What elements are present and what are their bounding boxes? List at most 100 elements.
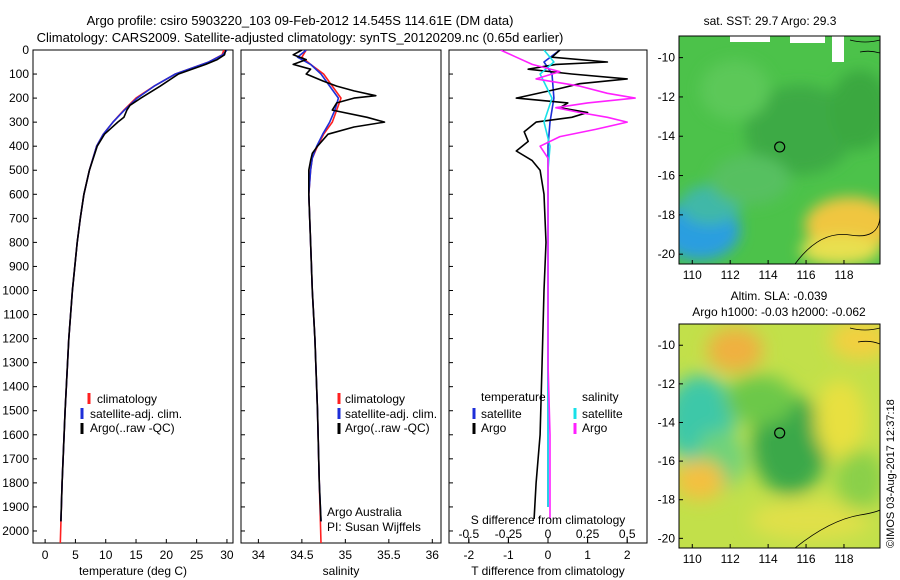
lat-tick-label: -12	[658, 90, 676, 104]
depth-tick-label: 1400	[2, 380, 29, 394]
temperature-difference-label: T difference from climatology	[471, 564, 625, 578]
lon-tick-label: 114	[759, 268, 778, 282]
depth-tick-label: 100	[9, 67, 29, 81]
argo-location-marker	[774, 427, 786, 439]
depth-tick-label: 300	[9, 115, 29, 129]
legend-label-temp-argo: Argo	[481, 421, 507, 435]
lat-tick-label: -20	[658, 247, 676, 261]
depth-tick-label: 700	[9, 211, 29, 225]
sla-map-title: Altim. SLA: -0.039	[731, 289, 828, 303]
depth-tick-label: 1300	[2, 356, 29, 370]
series-salinity-argo	[500, 50, 636, 519]
legend-label-sal-satellite: satellite	[582, 407, 623, 421]
salinity-legend: climatology satellite-adj. clim. Argo(..…	[337, 392, 437, 435]
sst-longitude-axis: 110 112 114 116 118	[683, 260, 854, 282]
lat-tick-label: -16	[658, 454, 676, 468]
s-diff-tick-label: 0.25	[576, 527, 600, 541]
lon-tick-label: 118	[834, 268, 853, 282]
x-tick-label: 0	[545, 548, 552, 562]
legend-label-argo: Argo(..raw -QC)	[345, 421, 430, 435]
series-argo-raw-qc	[292, 50, 386, 522]
annotation-argo-australia: Argo Australia	[327, 505, 402, 519]
imos-watermark: ©IMOS 03-Aug-2017 12:37:18	[885, 399, 897, 548]
lat-tick-label: -16	[658, 169, 676, 183]
lon-tick-label: 116	[796, 268, 815, 282]
lon-tick-label: 110	[683, 552, 702, 566]
lon-tick-label: 112	[721, 268, 740, 282]
depth-axis: 0 100 200 300 400 500 600 700 800 900 1000 1100 1200…	[2, 43, 37, 538]
sst-map-title: sat. SST: 29.7 Argo: 29.3	[704, 14, 837, 28]
depth-tick-label: 1200	[2, 332, 29, 346]
depth-tick-label: 2000	[2, 524, 29, 538]
difference-legend: temperature salinity satellite Argo sate…	[472, 390, 623, 435]
lat-tick-label: -14	[658, 129, 676, 143]
x-tick-label: 30	[220, 548, 234, 562]
temperature-x-label: temperature (deg C)	[79, 564, 187, 578]
lat-tick-label: -18	[658, 208, 676, 222]
depth-tick-label: 1100	[3, 308, 29, 322]
legend-title-temperature: temperature	[481, 390, 546, 404]
difference-panel: -2 -1 0 1 2 -0.5 -0.25 0 0.25 0.5 temperature sa…	[448, 49, 648, 578]
depth-tick-label: 0	[22, 43, 29, 57]
sla-map-subtitle: Argo h1000: -0.03 h2000: -0.062	[692, 305, 866, 319]
legend-label-satellite: satellite-adj. clim.	[345, 407, 437, 421]
temperature-legend: climatology satellite-adj. clim. Argo(..…	[80, 392, 182, 435]
series-argo-raw-qc	[60, 50, 227, 522]
lat-tick-label: -20	[658, 531, 676, 545]
lon-tick-label: 110	[683, 268, 702, 282]
difference-depth-ticks	[449, 49, 453, 532]
salinity-lines	[292, 50, 386, 543]
x-tick-label: 20	[160, 548, 174, 562]
x-tick-label: 15	[129, 548, 143, 562]
figure-title-line1: Argo profile: csiro 5903220_103 09-Feb-2…	[87, 13, 514, 28]
lon-tick-label: 112	[721, 552, 740, 566]
sla-field	[679, 324, 880, 548]
x-tick-label: 25	[190, 548, 204, 562]
x-tick-label: 35	[339, 548, 353, 562]
temperature-plot-frame	[32, 49, 234, 544]
sla-map-frame	[678, 323, 881, 549]
argo-location-marker	[774, 141, 786, 153]
depth-tick-label: 1600	[2, 428, 29, 442]
s-diff-tick-label: 0	[545, 527, 552, 541]
salinity-difference-ticks: -0.5 -0.25 0 0.25 0.5	[458, 527, 636, 543]
salinity-difference-label: S difference from climatology	[471, 513, 626, 527]
lon-tick-label: 118	[834, 552, 853, 566]
legend-label-argo: Argo(..raw -QC)	[90, 421, 175, 435]
legend-label-climatology: climatology	[345, 392, 405, 406]
x-tick-label: 34	[252, 548, 266, 562]
salinity-depth-ticks	[241, 49, 245, 532]
legend-label-temp-satellite: satellite	[481, 407, 522, 421]
annotation-pi: PI: Susan Wijffels	[327, 520, 421, 534]
salinity-panel: 34 34.5 35 35.5 36 climatology satellite-adj…	[240, 49, 442, 578]
sst-field	[679, 36, 880, 264]
sst-latitude-axis: -10 -12 -14 -16 -18 -20	[658, 51, 683, 261]
lat-tick-label: -14	[658, 415, 676, 429]
depth-tick-label: 600	[9, 187, 29, 201]
depth-tick-label: 200	[9, 91, 29, 105]
depth-tick-label: 400	[9, 139, 29, 153]
lon-tick-label: 116	[796, 552, 815, 566]
depth-tick-label: 1900	[2, 500, 29, 514]
lat-tick-label: -10	[658, 338, 676, 352]
depth-tick-label: 1000	[2, 283, 29, 297]
s-diff-tick-label: 0.5	[619, 527, 636, 541]
s-diff-tick-label: -0.5	[458, 527, 479, 541]
x-tick-label: 2	[624, 548, 631, 562]
x-tick-label: 36	[426, 548, 440, 562]
x-tick-label: 34.5	[290, 548, 314, 562]
sla-latitude-axis: -10 -12 -14 -16 -18 -20	[658, 338, 683, 545]
difference-lines	[500, 50, 636, 520]
x-tick-label: 5	[72, 548, 79, 562]
lat-tick-label: -18	[658, 493, 676, 507]
lon-tick-label: 114	[759, 552, 778, 566]
x-tick-label: 1	[584, 548, 591, 562]
legend-label-sal-argo: Argo	[582, 421, 608, 435]
temperature-lines	[59, 50, 228, 543]
salinity-x-label: salinity	[323, 564, 360, 578]
sst-map-frame	[678, 35, 881, 265]
lat-tick-label: -10	[658, 51, 676, 65]
figure-title-line2: Climatology: CARS2009. Satellite-adjuste…	[37, 30, 564, 45]
temperature-panel: 0100200300400500600700800900100011001200…	[2, 43, 234, 578]
